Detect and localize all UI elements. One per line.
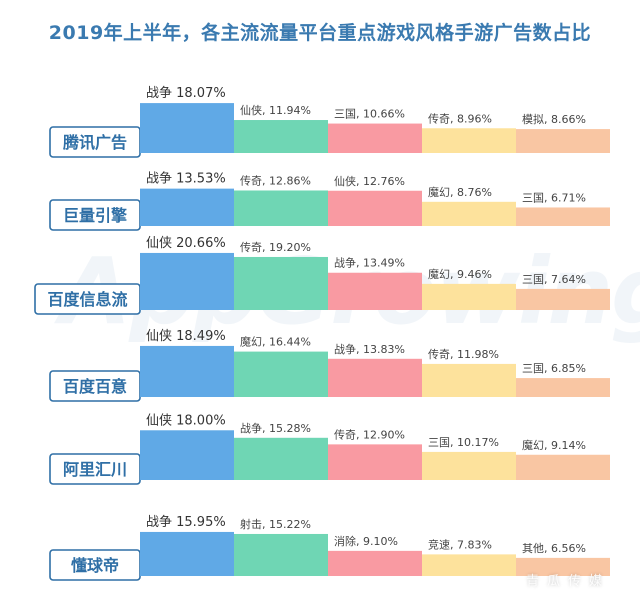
data-label: 传奇, 12.86% <box>240 174 311 187</box>
bar-segment <box>516 378 610 397</box>
data-label: 仙侠, 11.94% <box>240 104 311 117</box>
data-label: 传奇, 8.96% <box>428 112 492 125</box>
bar-segment <box>328 123 422 153</box>
bar-segment <box>234 437 328 480</box>
data-label: 战争, 13.49% <box>334 256 405 270</box>
bar-segment <box>140 188 234 226</box>
data-label: 魔幻, 9.46% <box>428 267 492 281</box>
bar-segment <box>234 120 328 153</box>
bar-segment <box>234 256 328 310</box>
data-label: 魔幻, 9.14% <box>522 438 586 452</box>
bar-segment <box>234 533 328 576</box>
chart-title: 2019年上半年，各主流流量平台重点游戏风格手游广告数占比 <box>48 22 592 44</box>
platform-label: 巨量引擎 <box>63 206 128 225</box>
data-label: 魔幻, 8.76% <box>428 185 492 199</box>
bar-segment <box>140 531 234 576</box>
bar-segment <box>140 430 234 480</box>
data-label: 仙侠 18.49% <box>146 329 226 344</box>
data-label: 传奇, 19.20% <box>240 241 311 254</box>
bar-segment <box>234 351 328 397</box>
data-label: 仙侠 18.00% <box>146 413 226 428</box>
data-label: 战争 15.95% <box>146 515 226 530</box>
data-label: 战争, 15.28% <box>240 421 311 435</box>
platform-label: 懂球帝 <box>70 556 119 575</box>
data-label: 竞速, 7.83% <box>428 537 492 551</box>
data-label: 三国, 10.66% <box>334 108 405 121</box>
bar-segment <box>422 283 516 310</box>
data-label: 仙侠, 12.76% <box>334 175 405 188</box>
bar-segment <box>328 444 422 480</box>
bar-segment <box>422 363 516 397</box>
bar-segment <box>328 358 422 397</box>
bar-segment <box>516 557 610 576</box>
data-label: 仙侠 20.66% <box>146 236 226 251</box>
data-label: 其他, 6.56% <box>522 542 586 555</box>
bar-segment <box>422 451 516 480</box>
platform-label: 腾讯广告 <box>63 133 127 152</box>
footer-watermark: 青瓜传媒 <box>525 574 610 589</box>
platform-label: 百度信息流 <box>47 290 127 309</box>
platform-label: 百度百意 <box>63 377 127 396</box>
bar-segment <box>140 252 234 310</box>
bar-segment <box>328 550 422 576</box>
data-label: 传奇, 11.98% <box>428 348 499 361</box>
data-label: 消除, 9.10% <box>334 534 398 548</box>
data-label: 射击, 15.22% <box>240 517 311 531</box>
bar-segment <box>140 345 234 397</box>
data-label: 三国, 6.71% <box>522 191 586 204</box>
bar-segment <box>516 207 610 226</box>
data-label: 模拟, 8.66% <box>522 112 586 126</box>
bar-segment <box>328 272 422 310</box>
data-label: 三国, 7.64% <box>522 273 586 286</box>
bar-segment <box>328 190 422 226</box>
platform-label: 阿里汇川 <box>63 460 127 479</box>
bar-segment <box>140 103 234 153</box>
data-label: 传奇, 12.90% <box>334 428 405 441</box>
bar-segment <box>234 190 328 226</box>
data-label: 战争 18.07% <box>146 86 226 101</box>
data-label: 战争 13.53% <box>146 172 226 187</box>
data-label: 战争, 13.83% <box>334 342 405 356</box>
bar-segment <box>422 554 516 576</box>
bar-segment <box>422 201 516 226</box>
bar-segment <box>516 129 610 153</box>
bar-segment <box>422 128 516 153</box>
data-label: 三国, 10.17% <box>428 436 499 449</box>
bar-segment <box>516 454 610 480</box>
bar-segment <box>516 288 610 310</box>
data-label: 魔幻, 16.44% <box>240 335 311 349</box>
data-label: 三国, 6.85% <box>522 362 586 375</box>
